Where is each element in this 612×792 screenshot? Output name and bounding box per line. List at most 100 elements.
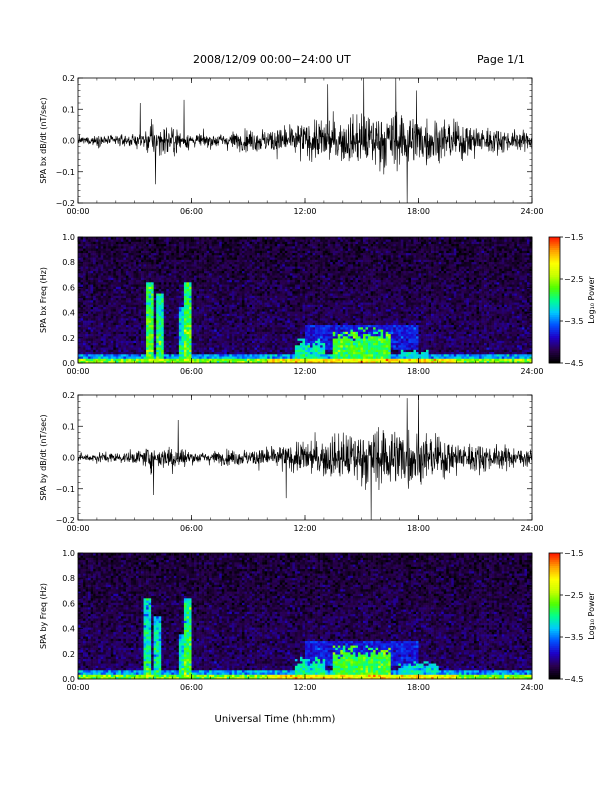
spectrogram-cell bbox=[217, 359, 220, 362]
spectrogram-cell bbox=[285, 307, 288, 310]
spectrogram-cell bbox=[184, 291, 187, 294]
spectrogram-cell bbox=[197, 239, 200, 242]
spectrogram-cell bbox=[83, 343, 86, 346]
spectrogram-cell bbox=[260, 359, 263, 362]
spectrogram-cell bbox=[159, 271, 162, 274]
spectrogram-cell bbox=[275, 251, 278, 254]
spectrogram-cell bbox=[106, 291, 109, 294]
spectrogram-cell bbox=[234, 356, 237, 359]
spectrogram-cell bbox=[184, 271, 187, 274]
spectrogram-cell bbox=[116, 329, 119, 332]
spectrogram-cell bbox=[103, 275, 106, 278]
spectrogram-cell bbox=[108, 242, 111, 245]
spectrogram-cell bbox=[197, 318, 200, 321]
spectrogram-cell bbox=[242, 359, 245, 362]
spectrogram-cell bbox=[139, 316, 142, 319]
spectrogram-cell bbox=[242, 314, 245, 317]
spectrogram-cell bbox=[224, 309, 227, 312]
spectrogram-cell bbox=[262, 271, 265, 274]
spectrogram-cell bbox=[93, 336, 96, 339]
spectrogram-cell bbox=[229, 309, 232, 312]
spectrogram-cell bbox=[139, 298, 142, 301]
spectrogram-cell bbox=[197, 266, 200, 269]
spectrogram-cell bbox=[156, 347, 159, 350]
spectrogram-cell bbox=[229, 296, 232, 299]
spectrogram-cell bbox=[214, 336, 217, 339]
spectrogram-cell bbox=[250, 269, 253, 272]
spectrogram-cell bbox=[123, 239, 126, 242]
spectrogram-cell bbox=[164, 354, 167, 357]
spectrogram-cell bbox=[222, 284, 225, 287]
spectrogram-cell bbox=[280, 275, 283, 278]
spectrogram-cell bbox=[146, 255, 149, 258]
spectrogram-cell bbox=[93, 329, 96, 332]
spectrogram-cell bbox=[81, 323, 84, 326]
spectrogram-cell bbox=[161, 273, 164, 276]
spectrogram-cell bbox=[159, 359, 162, 362]
spectrogram-cell bbox=[144, 311, 147, 314]
spectrogram-cell bbox=[244, 318, 247, 321]
spectrogram-cell bbox=[161, 287, 164, 290]
spectrogram-cell bbox=[282, 242, 285, 245]
spectrogram-cell bbox=[217, 309, 220, 312]
spectrogram-cell bbox=[275, 343, 278, 346]
spectrogram-cell bbox=[103, 325, 106, 328]
spectrogram-cell bbox=[247, 296, 250, 299]
spectrogram-cell bbox=[131, 251, 134, 254]
spectrogram-cell bbox=[106, 266, 109, 269]
spectrogram-cell bbox=[116, 255, 119, 258]
spectrogram-cell bbox=[287, 338, 290, 341]
spectrogram-cell bbox=[219, 298, 222, 301]
spectrogram-cell bbox=[244, 273, 247, 276]
spectrogram-cell bbox=[222, 293, 225, 296]
spectrogram-cell bbox=[217, 338, 220, 341]
spectrogram-cell bbox=[106, 302, 109, 305]
ytick-label: 0.2 bbox=[62, 74, 75, 83]
spectrogram-cell bbox=[96, 336, 99, 339]
spectrogram-cell bbox=[136, 275, 139, 278]
spectrogram-cell bbox=[154, 248, 157, 251]
spectrogram-cell bbox=[290, 341, 293, 344]
spectrogram-cell bbox=[121, 269, 124, 272]
spectrogram-cell bbox=[164, 334, 167, 337]
spectrogram-cell bbox=[103, 327, 106, 330]
spectrogram-cell bbox=[244, 260, 247, 263]
spectrogram-cell bbox=[292, 280, 295, 283]
spectrogram-cell bbox=[227, 352, 230, 355]
spectrogram-cell bbox=[144, 318, 147, 321]
spectrogram-cell bbox=[290, 253, 293, 256]
spectrogram-cell bbox=[179, 332, 182, 335]
spectrogram-cell bbox=[290, 242, 293, 245]
spectrogram-cell bbox=[166, 343, 169, 346]
spectrogram-cell bbox=[164, 327, 167, 330]
spectrogram-cell bbox=[98, 356, 101, 359]
spectrogram-cell bbox=[156, 323, 159, 326]
spectrogram-cell bbox=[106, 336, 109, 339]
spectrogram-cell bbox=[232, 264, 235, 267]
spectrogram-cell bbox=[133, 291, 136, 294]
spectrogram-cell bbox=[209, 309, 212, 312]
spectrogram-cell bbox=[166, 269, 169, 272]
spectrogram-cell bbox=[267, 352, 270, 355]
spectrogram-cell bbox=[222, 309, 225, 312]
spectrogram-cell bbox=[149, 264, 152, 267]
spectrogram-cell bbox=[229, 262, 232, 265]
spectrogram-cell bbox=[247, 329, 250, 332]
spectrogram-cell bbox=[156, 350, 159, 353]
spectrogram-cell bbox=[83, 246, 86, 249]
spectrogram-cell bbox=[88, 260, 91, 263]
spectrogram-cell bbox=[169, 329, 172, 332]
spectrogram-cell bbox=[202, 300, 205, 303]
spectrogram-cell bbox=[260, 242, 263, 245]
spectrogram-cell bbox=[116, 316, 119, 319]
spectrogram-cell bbox=[255, 354, 258, 357]
spectrogram-cell bbox=[212, 323, 215, 326]
spectrogram-cell bbox=[265, 327, 268, 330]
spectrogram-cell bbox=[133, 269, 136, 272]
spectrogram-cell bbox=[192, 311, 195, 314]
spectrogram-cell bbox=[161, 350, 164, 353]
spectrogram-cell bbox=[131, 257, 134, 260]
spectrogram-cell bbox=[131, 291, 134, 294]
spectrogram-cell bbox=[121, 320, 124, 323]
spectrogram-cell bbox=[224, 298, 227, 301]
